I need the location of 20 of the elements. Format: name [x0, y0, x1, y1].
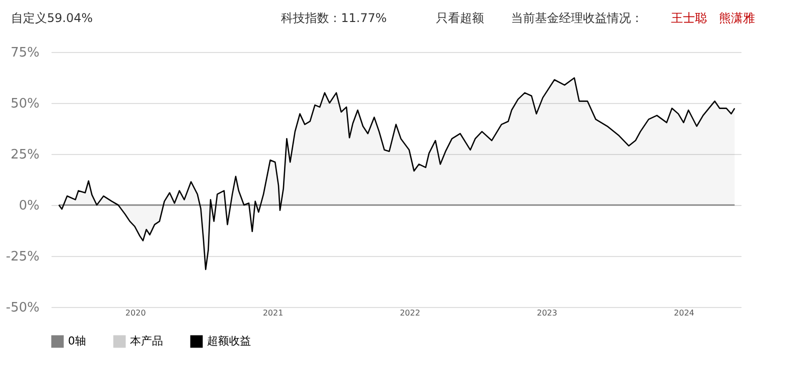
y-tick-label: 75% — [10, 46, 40, 60]
y-tick-label: -25% — [6, 250, 40, 264]
text: 当前基金经理收益情况： — [511, 11, 643, 25]
legend-label: 超额收益 — [207, 334, 251, 348]
text: 科技指数：11.77% — [281, 11, 387, 25]
legend-label: 本产品 — [130, 334, 163, 348]
y-tick-label: 25% — [10, 148, 40, 162]
x-tick-label: 2022 — [400, 308, 420, 318]
x-tick-label: 2020 — [125, 308, 146, 318]
y-tick-label: 0% — [18, 198, 40, 214]
text: 熊潇雅 — [719, 11, 755, 25]
text: 王士聪 — [671, 11, 707, 25]
x-tick-label: 2021 — [262, 308, 284, 318]
text: 只看超额 — [436, 11, 484, 25]
y-tick-label: -50% — [6, 300, 40, 316]
y-tick-label: 50% — [10, 96, 40, 112]
text: 自定义59.04% — [11, 11, 93, 25]
legend-label: 0轴 — [68, 334, 86, 348]
x-tick-label: 2024 — [674, 308, 694, 318]
x-tick-label: 2023 — [536, 308, 558, 318]
